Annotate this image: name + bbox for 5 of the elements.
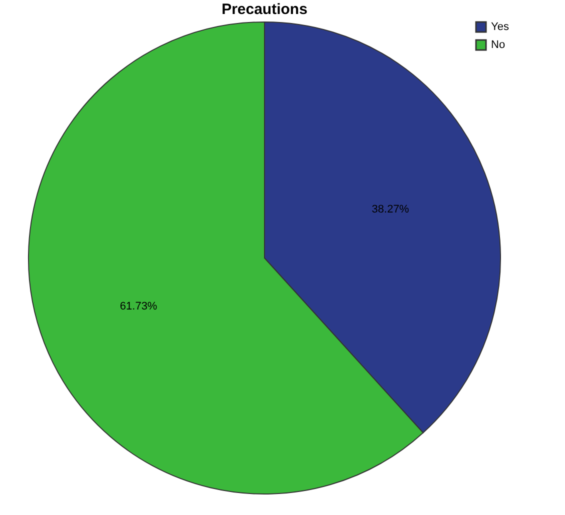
data-label: 38.27% [372, 203, 410, 216]
data-label: 61.73% [120, 300, 158, 313]
chart-title: Precautions [222, 1, 308, 18]
legend-label: No [491, 39, 506, 51]
legend-label: Yes [491, 21, 510, 33]
